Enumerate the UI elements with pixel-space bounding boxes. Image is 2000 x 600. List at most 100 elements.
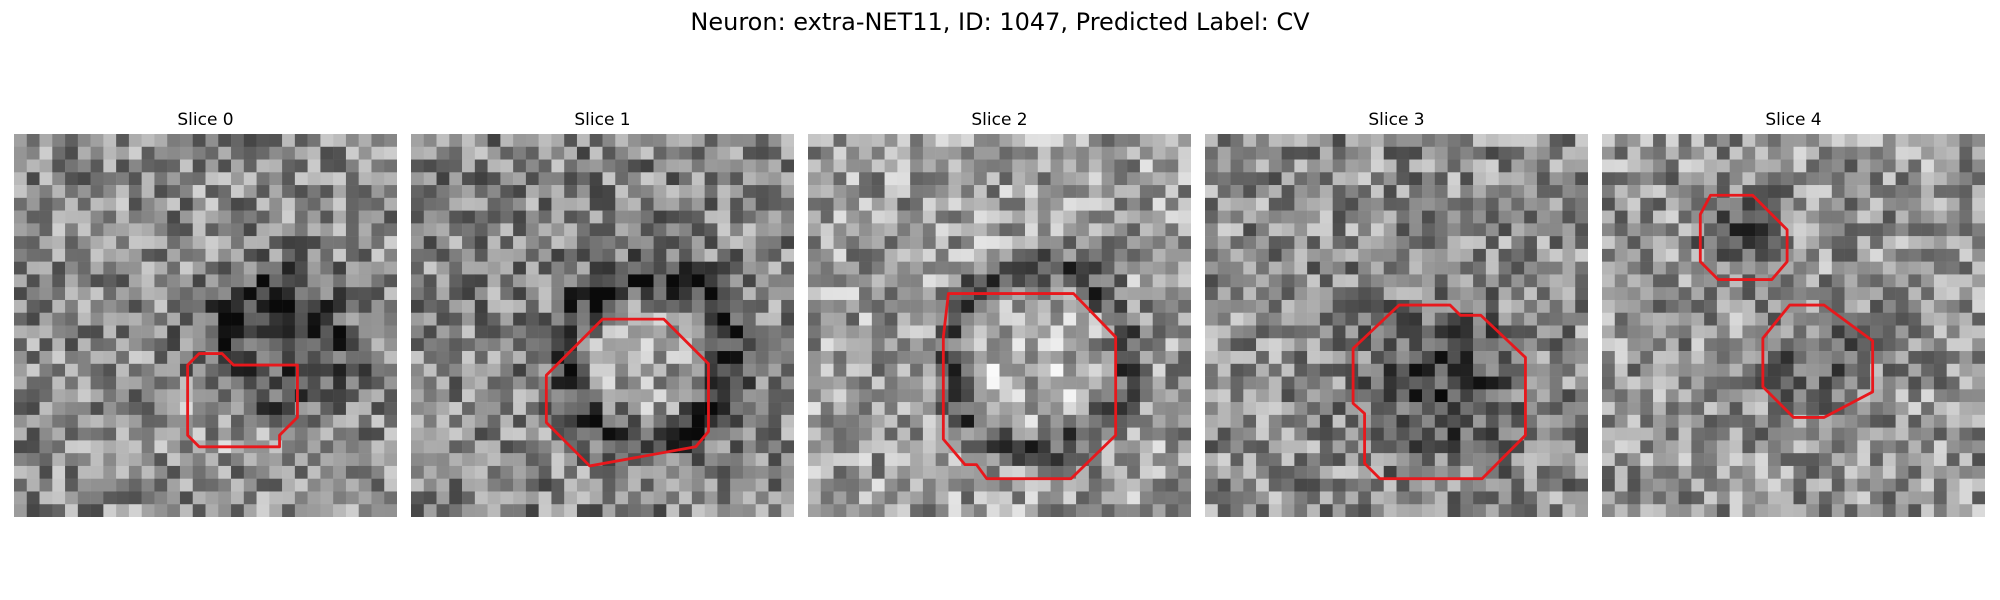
image-pixel (717, 338, 731, 352)
image-pixel (1742, 504, 1756, 517)
image-pixel (1562, 210, 1576, 224)
image-pixel (1332, 261, 1346, 275)
image-pixel (781, 299, 794, 313)
image-pixel (1716, 312, 1730, 326)
image-pixel (691, 223, 705, 237)
image-pixel (167, 197, 181, 211)
image-pixel (768, 312, 782, 326)
image-pixel (1806, 325, 1820, 339)
image-pixel (1524, 338, 1538, 352)
image-pixel (128, 197, 142, 211)
image-pixel (1857, 465, 1871, 479)
image-pixel (1767, 134, 1781, 148)
image-pixel (1383, 287, 1397, 301)
image-pixel (846, 299, 860, 313)
image-pixel (1383, 376, 1397, 390)
image-pixel (320, 261, 334, 275)
image-pixel (26, 287, 40, 301)
image-pixel (640, 504, 654, 517)
image-pixel (1447, 338, 1461, 352)
image-pixel (1640, 223, 1654, 237)
image-pixel (14, 134, 28, 148)
image-pixel (1127, 414, 1141, 428)
image-pixel (462, 338, 476, 352)
image-pixel (679, 427, 693, 441)
image-pixel (628, 236, 642, 250)
image-pixel (1511, 261, 1525, 275)
image-pixel (462, 299, 476, 313)
image-pixel (243, 427, 257, 441)
image-pixel (666, 223, 680, 237)
image-pixel (1562, 274, 1576, 288)
image-pixel (755, 299, 769, 313)
image-pixel (602, 325, 616, 339)
image-pixel (26, 440, 40, 454)
image-pixel (1678, 210, 1692, 224)
image-pixel (640, 376, 654, 390)
image-pixel (628, 325, 642, 339)
image-pixel (1139, 146, 1153, 160)
image-pixel (513, 248, 527, 262)
image-pixel (1678, 236, 1692, 250)
image-pixel (294, 465, 308, 479)
image-pixel (948, 351, 962, 365)
image-pixel (1678, 453, 1692, 467)
image-pixel (179, 491, 193, 505)
image-pixel (820, 312, 834, 326)
image-pixel (525, 159, 539, 173)
image-pixel (1742, 223, 1756, 237)
image-pixel (1627, 504, 1641, 517)
image-pixel (1178, 172, 1191, 186)
image-pixel (14, 440, 28, 454)
image-pixel (1088, 159, 1102, 173)
image-pixel (320, 134, 334, 148)
image-pixel (1819, 478, 1833, 492)
image-pixel (833, 363, 847, 377)
image-pixel (52, 210, 66, 224)
image-pixel (1101, 338, 1115, 352)
image-pixel (1549, 402, 1563, 416)
image-pixel (462, 146, 476, 160)
image-pixel (1485, 274, 1499, 288)
image-pixel (384, 223, 397, 237)
image-pixel (1076, 248, 1090, 262)
image-pixel (282, 261, 296, 275)
image-pixel (1959, 338, 1973, 352)
image-pixel (487, 363, 501, 377)
image-pixel (1895, 197, 1909, 211)
image-pixel (307, 299, 321, 313)
image-pixel (615, 376, 629, 390)
image-pixel (742, 210, 756, 224)
image-pixel (1844, 146, 1858, 160)
image-pixel (1294, 478, 1308, 492)
image-pixel (884, 146, 898, 160)
image-pixel (820, 363, 834, 377)
image-pixel (333, 172, 347, 186)
image-pixel (294, 223, 308, 237)
image-pixel (768, 465, 782, 479)
image-pixel (602, 376, 616, 390)
image-pixel (1575, 363, 1588, 377)
image-pixel (1511, 376, 1525, 390)
image-pixel (986, 376, 1000, 390)
image-pixel (307, 402, 321, 416)
image-pixel (653, 376, 667, 390)
image-pixel (141, 197, 155, 211)
image-pixel (973, 299, 987, 313)
image-pixel (39, 351, 53, 365)
image-pixel (755, 491, 769, 505)
image-pixel (90, 210, 104, 224)
image-pixel (1908, 427, 1922, 441)
image-pixel (1908, 376, 1922, 390)
image-pixel (1562, 312, 1576, 326)
image-pixel (1498, 146, 1512, 160)
image-pixel (1012, 427, 1026, 441)
image-pixel (1294, 363, 1308, 377)
image-pixel (90, 402, 104, 416)
image-pixel (820, 478, 834, 492)
image-pixel (973, 146, 987, 160)
image-pixel (1205, 465, 1219, 479)
image-pixel (14, 248, 28, 262)
image-pixel (1908, 465, 1922, 479)
image-pixel (39, 453, 53, 467)
